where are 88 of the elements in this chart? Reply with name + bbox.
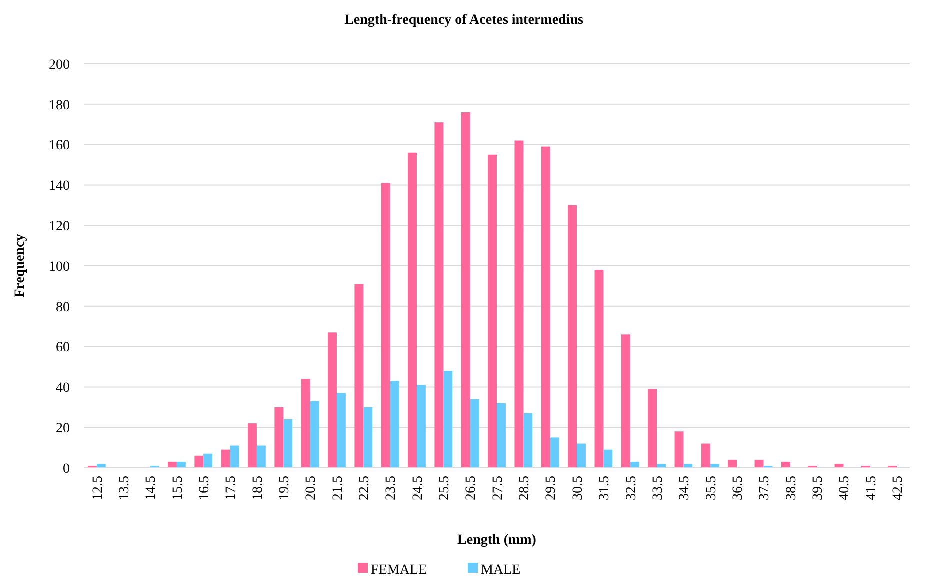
x-tick-label: 28.5 xyxy=(518,476,533,500)
bar xyxy=(364,407,373,468)
bar xyxy=(204,454,213,468)
x-tick-label: 31.5 xyxy=(598,476,613,500)
bar xyxy=(230,446,240,468)
y-tick-label: 140 xyxy=(49,179,70,194)
y-tick-label: 80 xyxy=(56,300,70,316)
bar xyxy=(674,432,684,468)
x-tick-label: 25.5 xyxy=(438,476,453,500)
bar xyxy=(701,444,710,468)
bar xyxy=(630,462,640,468)
bar xyxy=(488,154,497,468)
bar xyxy=(470,399,480,468)
legend-label: MALE xyxy=(481,563,521,578)
x-tick-label: 13.5 xyxy=(118,476,133,500)
x-tick-label: 41.5 xyxy=(864,476,880,500)
bar xyxy=(336,393,346,468)
x-axis-title: Length (mm) xyxy=(458,533,537,548)
x-tick-label: 30.5 xyxy=(570,476,586,500)
x-tick-label: 20.5 xyxy=(304,476,320,500)
bar xyxy=(354,284,364,468)
bar xyxy=(256,446,266,468)
y-tick-label: 100 xyxy=(49,260,70,275)
bar xyxy=(284,420,293,468)
x-tick-label: 21.5 xyxy=(330,476,346,500)
x-tick-label: 39.5 xyxy=(810,476,826,500)
bar xyxy=(176,462,186,468)
bar xyxy=(594,270,604,468)
x-tick-label: 40.5 xyxy=(838,476,853,500)
bar xyxy=(274,407,284,468)
bar xyxy=(301,379,310,468)
bar xyxy=(541,146,550,468)
y-tick-label: 20 xyxy=(56,422,70,436)
x-tick-label: 34.5 xyxy=(678,476,693,500)
legend-label: FEMALE xyxy=(371,563,427,578)
x-tick-label: 17.5 xyxy=(224,476,240,500)
y-tick-label: 60 xyxy=(56,340,70,356)
x-tick-label: 12.5 xyxy=(90,476,106,500)
y-tick-label: 120 xyxy=(49,220,70,234)
x-tick-label: 19.5 xyxy=(278,476,293,500)
y-axis-title: Frequency xyxy=(13,234,28,298)
x-tick-label: 18.5 xyxy=(250,476,266,500)
x-tick-label: 35.5 xyxy=(704,476,720,500)
bar xyxy=(408,152,417,468)
bar xyxy=(514,140,524,468)
bar xyxy=(728,460,738,468)
x-tick-label: 38.5 xyxy=(784,476,800,500)
x-tick-label: 33.5 xyxy=(650,476,666,500)
bar xyxy=(434,122,444,468)
y-tick-label: 40 xyxy=(56,381,70,396)
y-tick-label: 0 xyxy=(63,462,70,477)
x-tick-label: 23.5 xyxy=(384,476,400,500)
bar xyxy=(621,334,630,468)
bar xyxy=(524,413,533,468)
bar xyxy=(416,385,426,468)
bar xyxy=(461,112,470,468)
bar xyxy=(390,381,400,468)
x-tick-label: 32.5 xyxy=(624,476,640,500)
y-tick-label: 160 xyxy=(49,138,70,154)
x-tick-label: 36.5 xyxy=(730,476,746,500)
x-tick-label: 42.5 xyxy=(890,476,906,500)
x-tick-label: 37.5 xyxy=(758,476,773,500)
y-tick-label: 200 xyxy=(49,58,70,73)
chart-title: Length-frequency of Acetes intermedius xyxy=(344,13,584,28)
x-tick-label: 27.5 xyxy=(490,476,506,500)
bar xyxy=(604,450,613,468)
bar xyxy=(568,205,578,468)
bar xyxy=(550,438,560,468)
bar xyxy=(444,371,453,468)
x-tick-label: 22.5 xyxy=(358,476,373,500)
bar xyxy=(577,444,586,468)
bar xyxy=(248,424,257,468)
bar xyxy=(168,462,177,468)
bar xyxy=(381,183,390,468)
x-tick-label: 26.5 xyxy=(464,476,480,500)
y-tick-label: 180 xyxy=(49,98,70,114)
bar xyxy=(310,401,320,468)
x-tick-label: 16.5 xyxy=(198,476,213,500)
x-tick-label: 29.5 xyxy=(544,476,560,500)
bar xyxy=(221,450,230,468)
x-tick-label: 14.5 xyxy=(144,476,160,500)
bar xyxy=(194,456,204,468)
x-tick-label: 15.5 xyxy=(170,476,186,500)
bar xyxy=(781,462,790,468)
bar xyxy=(648,389,658,468)
bar xyxy=(328,332,337,468)
bar xyxy=(497,403,506,468)
x-tick-label: 24.5 xyxy=(410,476,426,500)
